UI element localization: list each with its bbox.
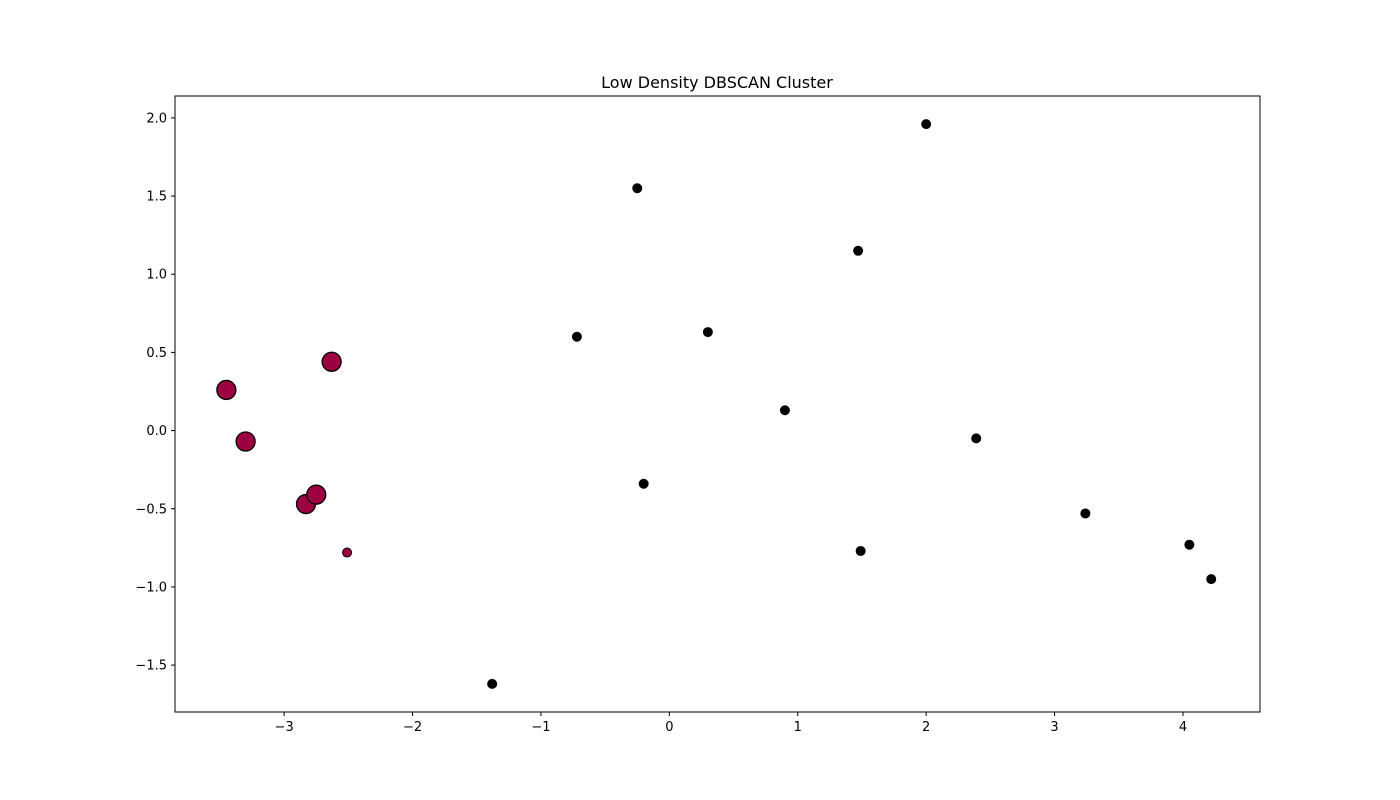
x-tick-label: 0 (665, 720, 673, 735)
noise-point (855, 545, 866, 556)
y-tick-label: −1.0 (135, 580, 167, 595)
y-tick-label: 1.5 (146, 190, 167, 205)
plot-frame (174, 95, 1261, 713)
x-tick-label: 3 (1050, 720, 1058, 735)
x-tick-label: −1 (531, 720, 550, 735)
noise-point (571, 331, 582, 342)
data-points (216, 119, 1217, 689)
noise-point (487, 678, 498, 689)
x-tick-label: −3 (275, 720, 294, 735)
y-tick-label: −0.5 (135, 502, 167, 517)
cluster-core-point (321, 351, 342, 372)
x-tick-label: 1 (794, 720, 802, 735)
noise-point (971, 433, 982, 444)
x-tick-label: 2 (922, 720, 930, 735)
noise-point (1080, 508, 1091, 519)
y-tick-label: 0.5 (146, 346, 167, 361)
noise-point (921, 119, 932, 130)
noise-point (853, 245, 864, 256)
chart-title: Low Density DBSCAN Cluster (601, 73, 833, 92)
y-tick-label: 0.0 (146, 424, 167, 439)
cluster-core-point (235, 431, 256, 452)
x-tick-label: −2 (403, 720, 422, 735)
axes: −3 −2 −1 0 1 2 3 4 −1.5 −1.0 −0.5 0.0 0.5 1.0 1.5 2.0 (135, 95, 1261, 735)
noise-point (1206, 574, 1217, 585)
noise-point (779, 405, 790, 416)
noise-point (638, 478, 649, 489)
y-tick-label: 2.0 (146, 111, 167, 126)
cluster-core-point (306, 484, 327, 505)
noise-point (702, 327, 713, 338)
y-tick-label: 1.0 (146, 268, 167, 283)
cluster-border-point (342, 547, 353, 558)
y-tick-label: −1.5 (135, 659, 167, 674)
noise-point (632, 183, 643, 194)
noise-point (1184, 539, 1195, 550)
cluster-core-point (216, 379, 237, 401)
x-tick-label: 4 (1179, 720, 1187, 735)
